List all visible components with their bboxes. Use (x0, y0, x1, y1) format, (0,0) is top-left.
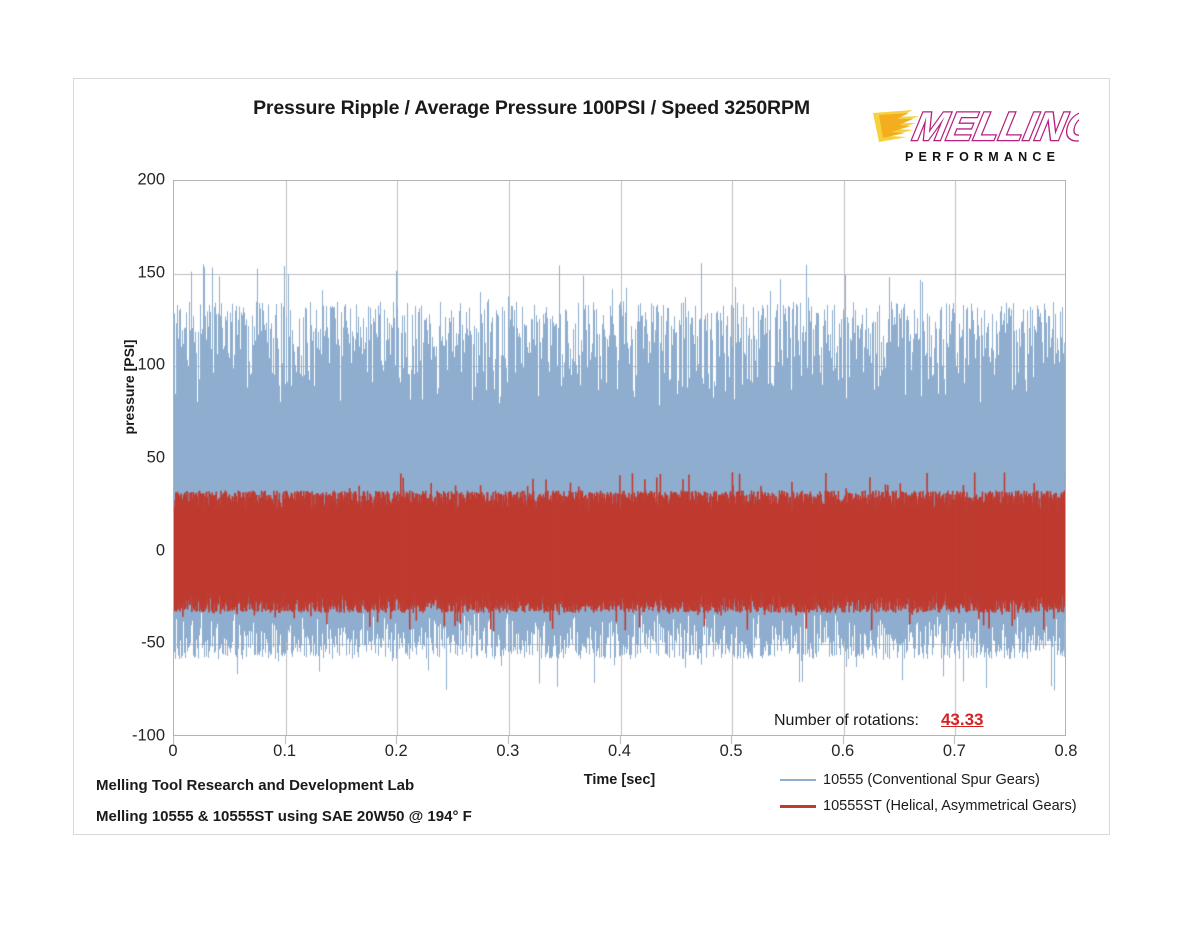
plot-area (173, 180, 1066, 736)
melling-tagline: PERFORMANCE (905, 150, 1060, 164)
x-tick-label: 0.6 (831, 742, 855, 760)
svg-text:MELLING: MELLING (910, 103, 1079, 148)
chart-title: Pressure Ripple / Average Pressure 100PS… (253, 97, 810, 119)
x-tick-label: 0.8 (1054, 742, 1078, 760)
x-tick-label: 0.5 (719, 742, 743, 760)
melling-wordmark: MELLING (908, 102, 1104, 150)
footer-line-1: Melling Tool Research and Development La… (96, 777, 415, 794)
x-tick-label: 0.2 (384, 742, 408, 760)
x-tick-label: 0 (168, 742, 178, 760)
rotations-annotation: Number of rotations: 43.33 (774, 710, 984, 730)
pressure-ripple-plot (174, 181, 1065, 735)
y-axis-tick-labels: 200 150 100 50 0 -50 -100 (101, 171, 165, 745)
y-tick-label: 50 (146, 448, 165, 467)
footer-text: Melling Tool Research and Development La… (96, 777, 616, 839)
y-tick-label: -100 (131, 726, 165, 745)
y-tick-label: 200 (137, 170, 165, 189)
legend-label: 10555 (Conventional Spur Gears) (823, 772, 1040, 788)
x-axis-tick-labels: 0 0.1 0.2 0.3 0.4 0.5 0.6 0.7 0.8 (168, 742, 1077, 766)
footer-line-2: Melling 10555 & 10555ST using SAE 20W50 … (96, 808, 472, 825)
x-tick-label: 0.1 (273, 742, 297, 760)
legend-item[interactable]: 10555 (Conventional Spur Gears) (780, 767, 1100, 793)
chart-frame: Pressure Ripple / Average Pressure 100PS… (73, 78, 1110, 835)
legend-color-swatch (780, 804, 816, 808)
x-tick-label: 0.7 (942, 742, 966, 760)
flame-icon (873, 110, 919, 142)
legend-item[interactable]: 10555ST (Helical, Asymmetrical Gears) (780, 793, 1100, 819)
x-axis-ticks (173, 736, 1066, 746)
y-tick-label: 150 (137, 263, 165, 282)
rotations-value: 43.33 (940, 710, 984, 729)
x-axis-title: Time [sec] (583, 772, 656, 788)
y-tick-label: 0 (155, 541, 165, 560)
rotations-label: Number of rotations: (774, 712, 919, 729)
x-tick-label: 0.4 (608, 742, 631, 760)
y-axis-title: pressure [PSI] (121, 339, 137, 435)
y-tick-label: -50 (141, 633, 165, 652)
melling-performance-logo: MELLING PERFORMANCE (869, 95, 1104, 167)
legend-color-swatch (780, 779, 816, 781)
melling-logo-svg: MELLING PERFORMANCE (873, 102, 1104, 164)
y-tick-label: 100 (137, 355, 165, 374)
x-tick-label: 0.3 (496, 742, 520, 760)
chart-legend: 10555 (Conventional Spur Gears) 10555ST (… (780, 767, 1100, 819)
legend-label: 10555ST (Helical, Asymmetrical Gears) (823, 798, 1077, 814)
